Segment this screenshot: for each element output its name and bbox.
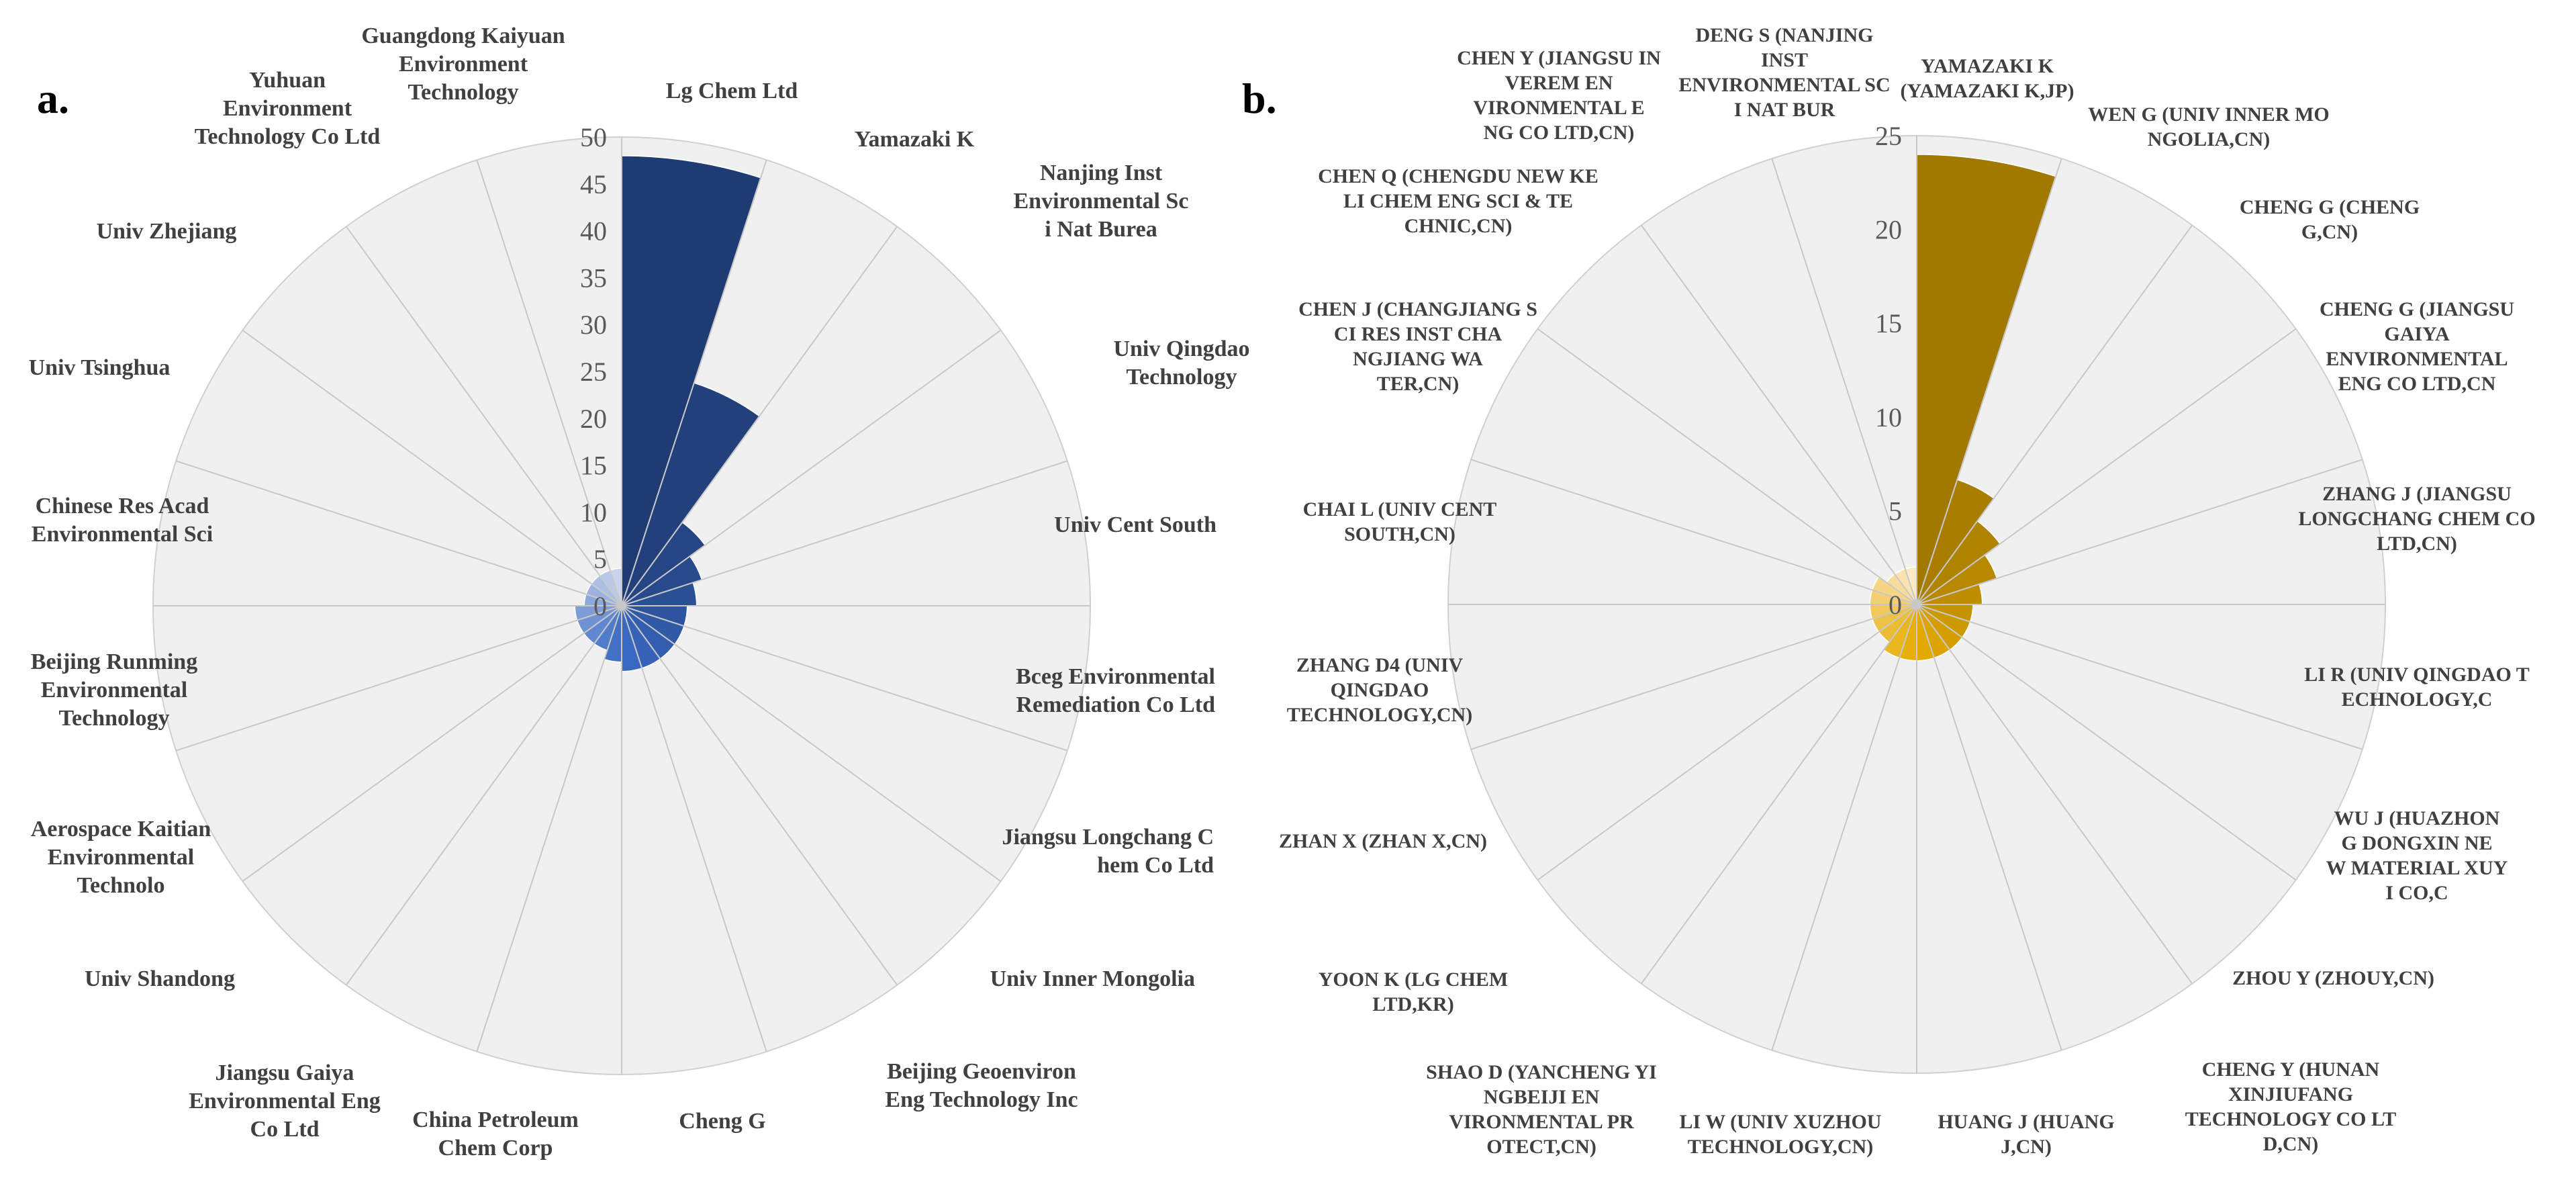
radial-gridline xyxy=(476,605,622,1052)
category-label-beijing-geoenviron-eng-technology-inc: Beijing Geoenviron Eng Technology Inc xyxy=(885,1059,1078,1112)
category-label-cheng-g: Cheng G xyxy=(679,1109,765,1134)
radial-gridline xyxy=(1771,158,1917,605)
category-label-cheng-g-jiangsu-gaiya-environmental-eng-: CHENG G (JIANGSU GAIYA ENVIRONMENTAL ENG CO… xyxy=(2320,298,2514,395)
radial-tick-label: 40 xyxy=(580,216,607,246)
category-label-univ-inner-mongolia: Univ Inner Mongolia xyxy=(990,966,1195,991)
radial-tick-label: 25 xyxy=(580,357,607,387)
radial-gridline xyxy=(621,605,1002,882)
radial-gridline xyxy=(621,226,898,606)
radial-gridline xyxy=(621,460,1068,606)
radial-gridline xyxy=(1771,604,1917,1051)
radial-gridline xyxy=(621,605,898,986)
polar-chart-a: a. 0 5 10 15 20 25 30 35 40 45 50 Lg Chem Ltd Yamaz… xyxy=(29,24,1250,1161)
category-label-beijing-runming-environmental-technology: Beijing Runming Environmental Technology xyxy=(31,649,197,731)
radial-gridline xyxy=(175,460,622,606)
category-label-aerospace-kaitian-environmental-technolo: Aerospace Kaitian Environmental Technolo xyxy=(31,817,211,898)
panel-label-b: b. xyxy=(1242,75,1277,122)
category-label-univ-shandong: Univ Shandong xyxy=(85,966,235,991)
radial-tick-label: 25 xyxy=(1875,121,1902,151)
radial-tick-label: 15 xyxy=(1875,308,1902,338)
category-label-bceg-environmental-remediation-co-ltd: Bceg Environmental Remediation Co Ltd xyxy=(1016,664,1215,717)
radial-gridline xyxy=(345,226,622,606)
radial-gridline xyxy=(1916,604,2062,1051)
category-label-li-w-univ-xuzhou-technology-cn: LI W (UNIV XUZHOU TECHNOLOGY,CN) xyxy=(1680,1111,1882,1158)
radial-tick-label: 10 xyxy=(1875,402,1902,433)
category-label-zhan-x-zhan-x-cn: ZHAN X (ZHAN X,CN) xyxy=(1279,830,1487,852)
category-label-jiangsu-gaiya-environmental-eng-co-ltd: Jiangsu Gaiya Environmental Eng Co Ltd xyxy=(189,1060,381,1142)
category-label-lg-chem-ltd: Lg Chem Ltd xyxy=(666,79,798,103)
category-label-wu-j-huazhong-dongxin-new-material-xuyi-: WU J (HUAZHON G DONGXIN NE W MATERIAL XUY I… xyxy=(2326,807,2508,904)
radial-gridline xyxy=(1916,459,2363,605)
radial-gridline xyxy=(1640,604,1917,985)
radial-gridline xyxy=(476,159,622,606)
category-label-zhou-y-zhouy-cn: ZHOU Y (ZHOUY,CN) xyxy=(2232,967,2434,989)
category-label-yuhuan-environment-technology-co-ltd: Yuhuan Environment Technology Co Ltd xyxy=(195,68,381,149)
category-label-guangdong-kaiyuan-environment-technology: Guangdong Kaiyuan Environment Technology xyxy=(361,24,565,105)
radial-tick-label: 10 xyxy=(580,497,607,527)
radial-gridline xyxy=(1916,604,2297,881)
radial-gridline xyxy=(1916,328,2297,605)
radial-gridline xyxy=(242,329,622,606)
radial-tick-label: 5 xyxy=(1889,496,1902,526)
radial-tick-label: 20 xyxy=(1875,215,1902,245)
category-label-china-petroleum-chem-corp: China Petroleum Chem Corp xyxy=(412,1107,579,1161)
radial-tick-label: 15 xyxy=(580,451,607,481)
radial-gridline xyxy=(1916,158,2062,605)
category-label-wen-g-univ-inner-mongolia-cn: WEN G (UNIV INNER MO NGOLIA,CN) xyxy=(2088,103,2329,150)
category-label-chai-l-univ-cent-south-cn: CHAI L (UNIV CENT SOUTH,CN) xyxy=(1303,498,1497,545)
category-label-univ-cent-south: Univ Cent South xyxy=(1054,512,1217,537)
radial-gridline xyxy=(1470,604,1917,750)
radial-tick-label: 0 xyxy=(593,591,607,621)
radial-gridline xyxy=(1537,328,1917,605)
category-label-chen-q-chengdu-new-keli-chem-eng-sci-tec: CHEN Q (CHENGDU NEW KE LI CHEM ENG SCI & … xyxy=(1318,165,1599,237)
category-label-cheng-y-hunan-xinjiufang-technology-co-l: CHENG Y (HUNAN XINJIUFANG TECHNOLOGY CO LT… xyxy=(2185,1058,2397,1155)
bar-lg-chem-ltd xyxy=(621,155,762,606)
radial-gridline xyxy=(1470,459,1917,605)
radial-gridline xyxy=(1537,604,1917,881)
category-label-zhang-j-jiangsu-longchang-chem-co-ltd-cn: ZHANG J (JIANGSU LONGCHANG CHEM CO LTD,CN) xyxy=(2298,483,2535,555)
panel-label-a: a. xyxy=(37,75,69,122)
radial-tick-label: 5 xyxy=(593,544,607,574)
radial-gridline xyxy=(1640,224,1917,605)
bar-yamazaki-k-yamazaki-k-jp xyxy=(1916,154,2057,605)
category-label-huang-j-huang-j-cn: HUANG J (HUANG J,CN) xyxy=(1938,1111,2114,1158)
category-label-univ-zhejiang: Univ Zhejiang xyxy=(97,219,237,244)
radial-tick-label: 20 xyxy=(580,404,607,434)
radial-gridline xyxy=(621,605,1068,752)
category-label-zhang-d4-univ-qingdao-technology-cn: ZHANG D4 (UNIV QINGDAO TECHNOLOGY,CN) xyxy=(1287,654,1472,726)
category-label-chen-j-changjiang-sci-res-inst-changjian: CHEN J (CHANGJIANG S CI RES INST CHA NGJIA… xyxy=(1298,298,1537,395)
radial-gridline xyxy=(242,605,622,882)
polar-chart-b: b. 0 5 10 15 20 25 YAMAZAKI K (YAMAZAKI K,JP) W… xyxy=(1242,24,2536,1158)
radial-gridline xyxy=(621,605,767,1052)
radial-gridline xyxy=(345,605,622,986)
radial-gridline xyxy=(621,329,1002,606)
radial-tick-label: 35 xyxy=(580,263,607,293)
category-label-nanjing-inst-environmental-sci-nat-burea: Nanjing Inst Environmental Sc i Nat Burea xyxy=(1013,161,1188,242)
category-label-cheng-g-cheng-g-cn: CHENG G (CHENG G,CN) xyxy=(2240,196,2420,243)
radial-gridline xyxy=(1916,604,2193,985)
category-label-yoon-k-lg-chem-ltd-kr: YOON K (LG CHEM LTD,KR) xyxy=(1319,968,1509,1015)
category-label-yamazaki-k-yamazaki-k-jp: YAMAZAKI K (YAMAZAKI K,JP) xyxy=(1901,55,2074,102)
radial-tick-label: 50 xyxy=(580,122,607,152)
radial-gridline xyxy=(1916,224,2193,605)
category-label-deng-s-nanjing-inst-environmental-sci-na: DENG S (NANJING INST ENVIRONMENTAL SC I NAT… xyxy=(1678,24,1890,121)
radial-tick-label: 0 xyxy=(1889,590,1902,620)
category-label-yamazaki-k: Yamazaki K xyxy=(855,127,975,152)
category-label-univ-tsinghua: Univ Tsinghua xyxy=(29,355,171,380)
radial-gridline xyxy=(175,605,622,752)
radial-tick-label: 30 xyxy=(580,310,607,340)
category-label-li-r-univ-qingdao-technology-cn: LI R (UNIV QINGDAO T ECHNOLOGY,C xyxy=(2304,664,2530,711)
radial-tick-label: 45 xyxy=(580,169,607,199)
category-label-chinese-res-acad-environmental-sci: Chinese Res Acad Environmental Sci xyxy=(32,494,213,547)
radial-gridline xyxy=(621,159,767,606)
category-label-univ-qingdao-technology: Univ Qingdao Technology xyxy=(1113,336,1249,390)
radial-gridline xyxy=(1916,604,2363,750)
category-label-shao-d-yancheng-yingbeiji-environmental-: SHAO D (YANCHENG YI NGBEIJI EN VIRONMENTAL… xyxy=(1426,1061,1657,1158)
